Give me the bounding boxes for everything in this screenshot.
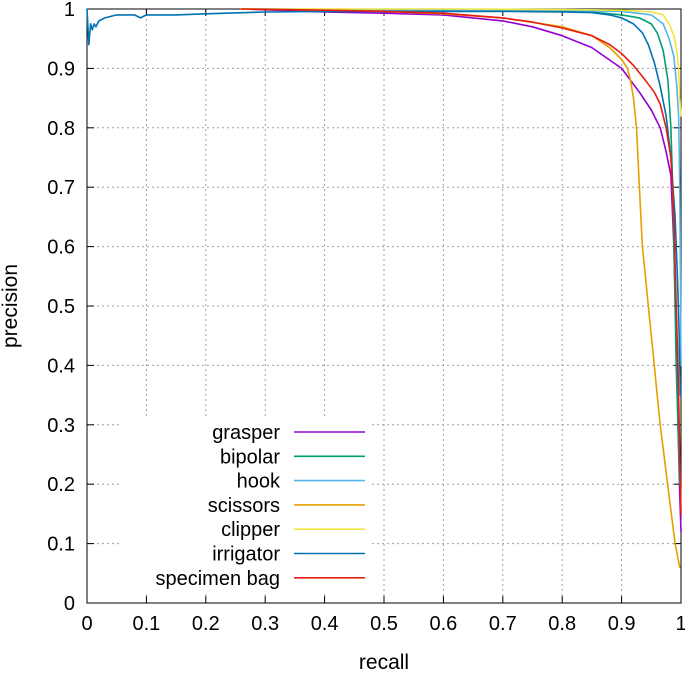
y-tick-label: 0.5 [47,296,75,318]
y-tick-label: 0 [64,593,75,615]
y-tick-label: 0.2 [47,474,75,496]
legend-background [120,416,372,593]
series-curves [86,8,682,569]
x-tick-label: 0.6 [429,613,457,635]
y-tick-label: 1 [64,0,75,21]
y-tick-label: 0.8 [47,118,75,140]
x-axis-title: recall [359,651,409,673]
y-axis-title: precision [0,264,22,348]
x-tick-label: 0.2 [192,613,220,635]
legend-label-scissors: scissors [208,495,280,517]
legend-label-specimen-bag: specimen bag [155,568,280,590]
y-tick-label: 0.9 [47,58,75,80]
legend-label-irrigator: irrigator [212,544,280,566]
y-tick-label: 0.3 [47,415,75,437]
series-line-specimen-bag [240,8,682,515]
x-tick-label: 0.7 [489,613,517,635]
x-tick-label: 0.3 [251,613,279,635]
legend-label-grasper: grasper [212,422,280,444]
y-tick-label: 0.7 [47,177,75,199]
y-tick-label: 0.4 [47,355,75,377]
legend-label-bipolar: bipolar [220,446,280,468]
y-tick-label: 0.6 [47,237,75,259]
x-tick-label: 0.8 [548,613,576,635]
x-tick-label: 1 [675,613,685,635]
legend-label-clipper: clipper [221,519,280,541]
legend-label-hook: hook [237,471,281,493]
y-tick-label: 0.1 [47,534,75,556]
x-tick-label: 0.4 [311,613,339,635]
x-tick-label: 0.1 [132,613,160,635]
x-tick-label: 0.9 [608,613,636,635]
x-tick-label: 0 [81,613,92,635]
x-tick-labels: 0 0.1 0.2 0.3 0.4 0.5 0.6 0.7 0.8 0.9 1 [81,613,685,635]
y-tick-labels: 0 0.1 0.2 0.3 0.4 0.5 0.6 0.7 0.8 0.9 1 [47,0,75,615]
series-line-irrigator [86,8,682,396]
x-tick-label: 0.5 [370,613,398,635]
series-line-clipper [240,8,682,117]
